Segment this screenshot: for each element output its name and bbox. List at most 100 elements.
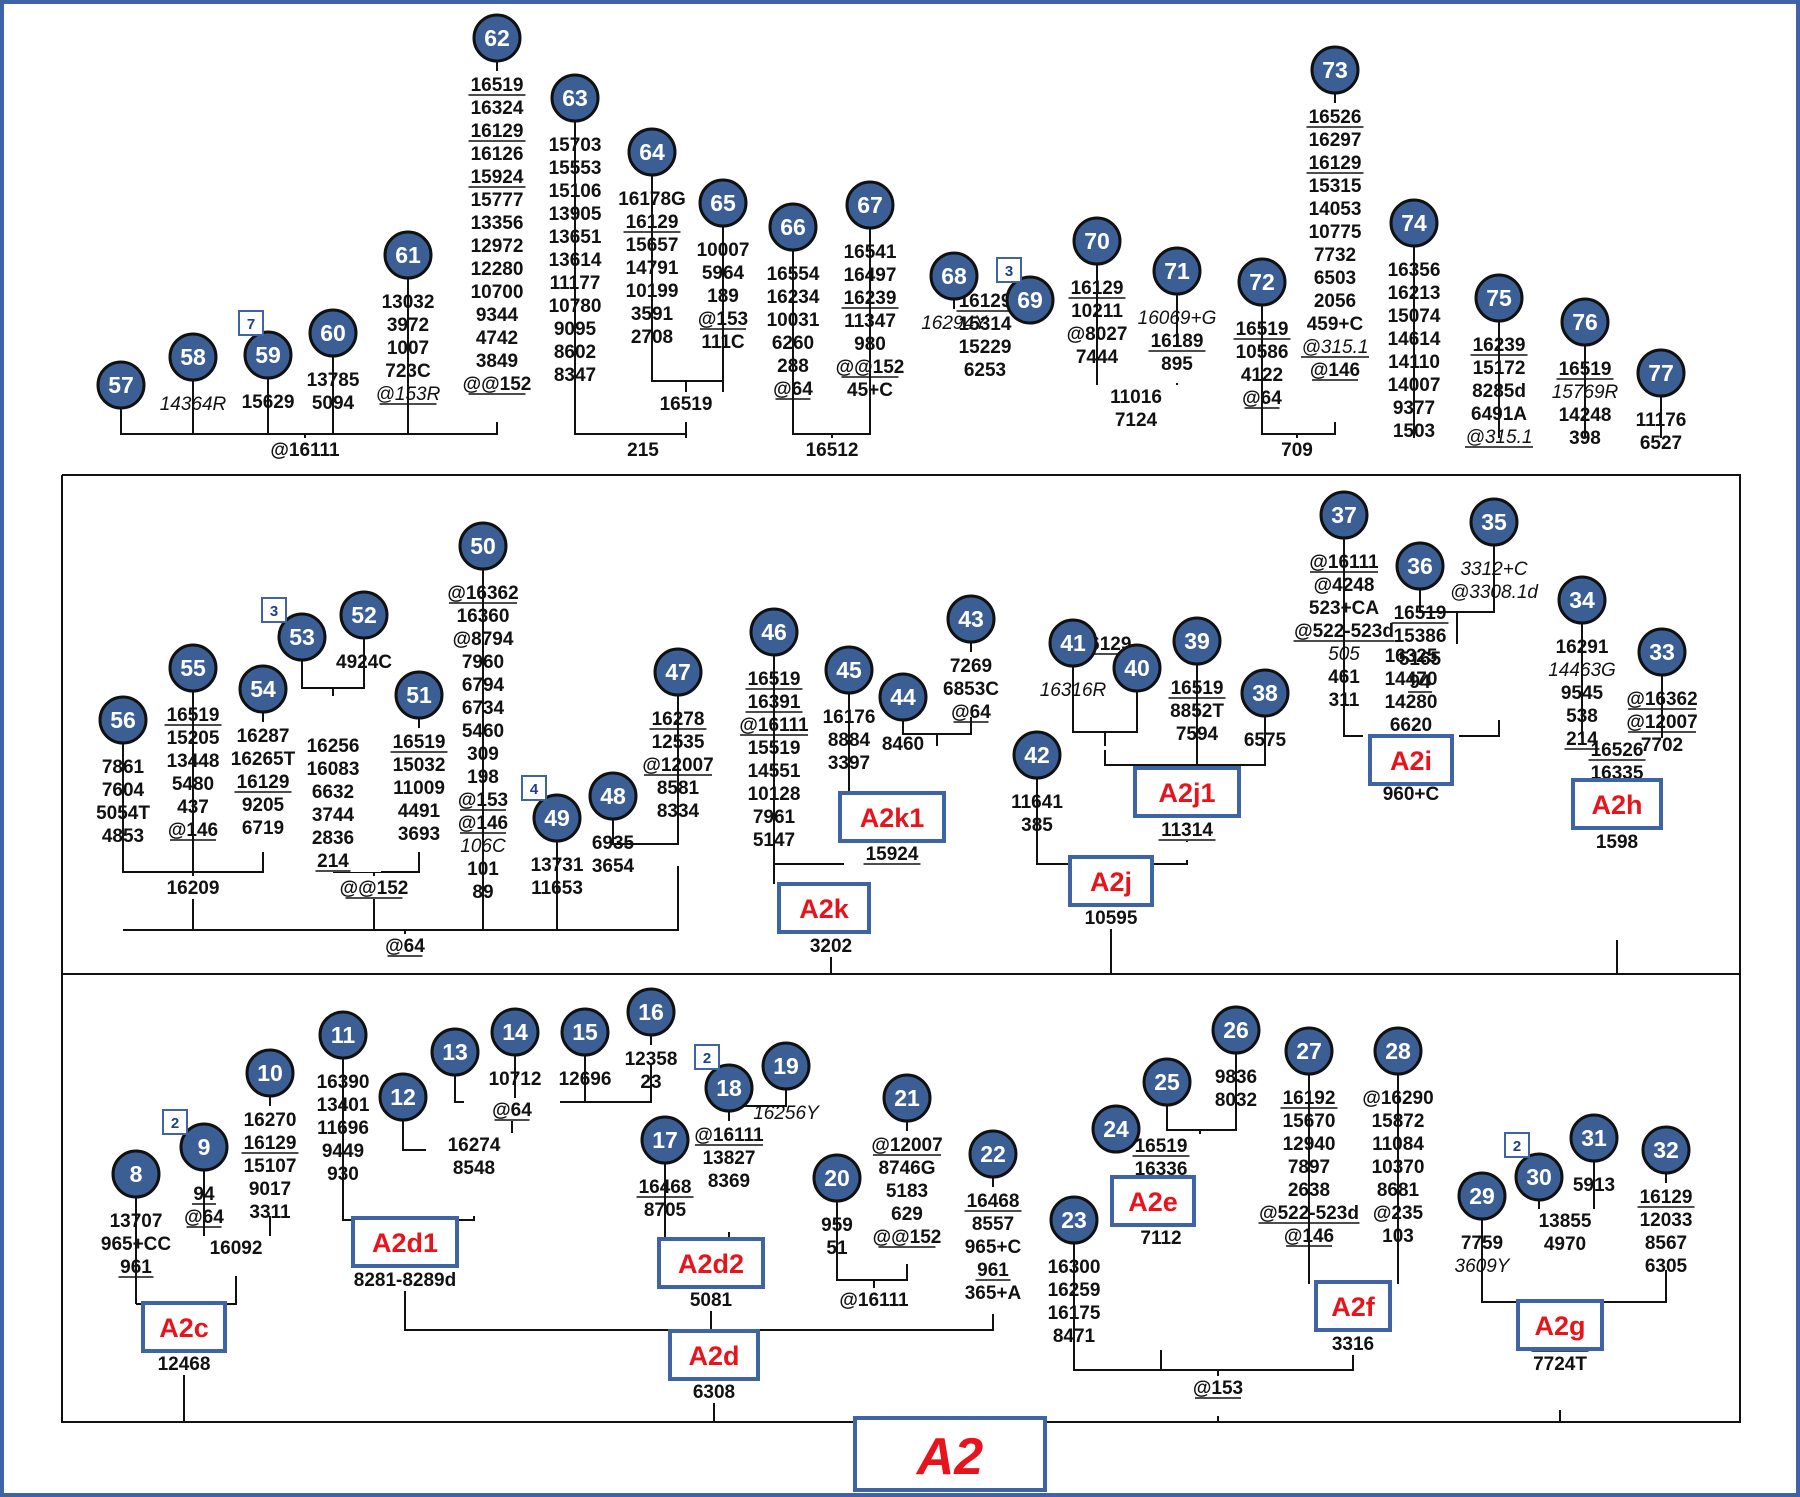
mutation-label: 6527: [1640, 433, 1682, 454]
mutation-label: 13651: [549, 227, 602, 248]
mutation-label: 11016: [1110, 387, 1162, 408]
branch-label-bg: [1170, 1376, 1266, 1399]
node-number: 19: [773, 1053, 799, 1079]
mutation-label: 3316: [1332, 1334, 1374, 1355]
mutation-label: 2708: [631, 327, 673, 348]
count-box-frame: [238, 310, 264, 336]
mutation-label: 6719: [242, 818, 284, 839]
mutation-label: 6632: [312, 782, 354, 803]
node-50: 50 @1636216360@87947960679467345460309198…: [447, 521, 519, 903]
mutation-label: @16111: [739, 715, 809, 736]
mutation-label: 16129: [959, 291, 1012, 312]
branch-line: [1261, 306, 1336, 435]
mutation-label: 14053: [1309, 199, 1362, 220]
mutation-label: 385: [1021, 815, 1053, 836]
branch-line: [574, 122, 687, 435]
mutation-label: @522-523d: [1259, 1203, 1359, 1224]
mutation-label: 14280: [1385, 692, 1438, 713]
mutation-label: 961: [120, 1257, 152, 1278]
node-number: 68: [941, 263, 967, 289]
node-number: 22: [980, 1141, 1006, 1167]
mutation-label: 15777: [471, 190, 524, 211]
mutation-label: @4248: [1314, 575, 1375, 596]
mutation-label: 11314: [1161, 820, 1213, 841]
node-number: 48: [600, 783, 626, 809]
mutation-label: 15205: [167, 728, 220, 749]
count-box: 3: [261, 597, 287, 623]
mutation-label: 13905: [549, 204, 602, 225]
mutation-label: 459+C: [1307, 314, 1364, 335]
node-number: 72: [1249, 269, 1275, 295]
mutation-label: @16362: [447, 583, 518, 604]
mutation-label: 15106: [549, 181, 602, 202]
mutation-label: 8746G: [878, 1158, 935, 1179]
mutation-label: 6575: [1244, 730, 1287, 751]
node-number: 27: [1296, 1038, 1322, 1064]
node-number: 37: [1331, 502, 1357, 528]
branch-label-bg: [1139, 818, 1235, 841]
branch-label-bg: [595, 438, 691, 461]
branch-label: 5081: [663, 1288, 759, 1311]
node-number: 21: [894, 1085, 920, 1111]
mutation-label: 214: [317, 851, 349, 872]
branch-label-bg: [188, 1236, 284, 1259]
count-value: 2: [703, 1050, 711, 1067]
mutation-label: 16069+G: [1138, 308, 1217, 329]
mutation-label: 7732: [1314, 245, 1356, 266]
mutation-label: 15670: [1283, 1111, 1336, 1132]
mutation-label: 16526: [1309, 107, 1362, 128]
mutation-label: @16111: [1309, 552, 1379, 573]
count-box: 2: [162, 1109, 188, 1135]
mutation-label: 895: [1161, 354, 1193, 375]
node-number: 74: [1401, 210, 1427, 236]
mutation-label: 3744: [312, 805, 355, 826]
mutation-label: 9545: [1561, 683, 1604, 704]
node-number: 8: [130, 1161, 143, 1187]
branch-label: 15924: [844, 842, 940, 865]
branch-line: [120, 409, 498, 435]
mutation-label: 11009: [393, 778, 445, 799]
mutation-label: 16519: [1135, 1136, 1188, 1157]
subclade-A2f: A2f: [1314, 1280, 1392, 1332]
subclade-A2d1: A2d1: [351, 1216, 459, 1268]
sample-nodes: 6216519163241612916126159241577713356129…: [96, 13, 1698, 1347]
node-number: 49: [544, 805, 570, 831]
mutation-label: 6794: [462, 675, 505, 696]
mutation-label: 14110: [1388, 352, 1440, 373]
subclade-name: A2e: [1128, 1187, 1178, 1217]
branch-label-bg: [326, 876, 422, 899]
node-35: 35 3312+C@3308.1d: [1450, 497, 1539, 603]
mutation-label: 8548: [453, 1158, 495, 1179]
mutation-label: 16270: [244, 1110, 297, 1131]
node-number: 53: [289, 624, 315, 650]
mutation-label: 3609Y: [1455, 1256, 1511, 1277]
node-circle: [378, 1072, 428, 1122]
node-41: 41 16316R: [1040, 618, 1107, 701]
mutation-label: 89: [472, 882, 493, 903]
node-number: 46: [761, 619, 787, 645]
branch-lines: [61, 122, 1741, 1438]
mutation-label: 505: [1328, 644, 1360, 665]
mutation-label: 16129: [1071, 278, 1124, 299]
node-number: 16: [638, 999, 664, 1025]
node-69: 69: [1005, 275, 1055, 325]
mutation-label: 5165: [1399, 649, 1442, 670]
mutation-label: 13356: [471, 213, 524, 234]
branch-label-bg: [1305, 1332, 1401, 1355]
mutation-label: 16519: [167, 705, 220, 726]
mutation-label: 15657: [626, 235, 679, 256]
node-number: 56: [110, 707, 136, 733]
mutation-label: 12696: [559, 1069, 612, 1090]
mutation-label: @@152: [340, 878, 409, 899]
mutation-label: 8884: [828, 730, 871, 751]
node-15: 15 12696: [559, 1007, 612, 1090]
